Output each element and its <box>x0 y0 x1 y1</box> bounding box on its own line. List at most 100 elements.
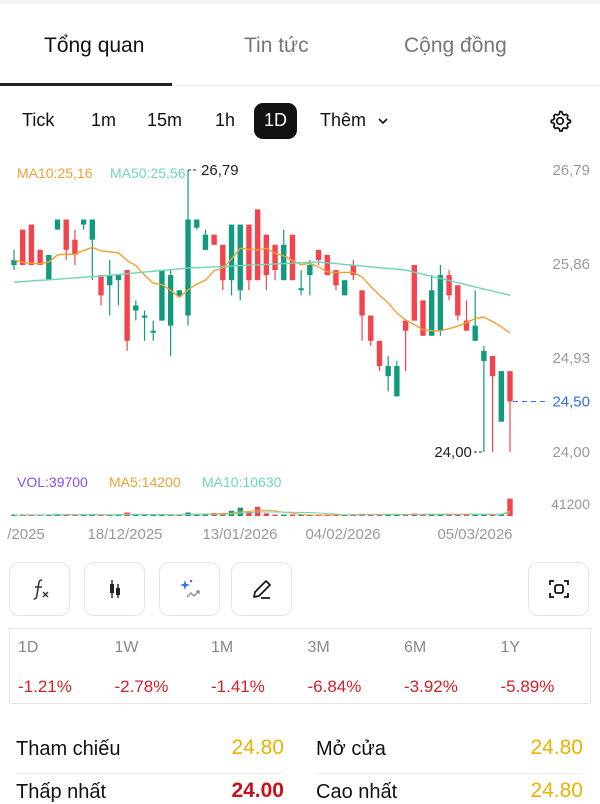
candle-body <box>394 366 400 397</box>
volume-bar <box>263 513 270 516</box>
more-label: Thêm <box>320 110 367 130</box>
x-tick-label: 05/03/2026 <box>437 526 512 543</box>
last-price-label: 24,50 <box>552 393 590 410</box>
candle-body <box>428 290 435 336</box>
candle-body <box>281 244 287 281</box>
interval-tick[interactable]: Tick <box>22 110 55 130</box>
candle-body <box>507 371 513 402</box>
candle-body <box>115 275 122 281</box>
interval-1m[interactable]: 1m <box>91 110 117 130</box>
candle-body <box>263 234 270 276</box>
x-tick-label: 04/02/2026 <box>305 526 380 543</box>
stat-value: 24.80 <box>530 779 583 802</box>
volume-bar <box>194 514 200 516</box>
period-change: -1.41% <box>211 677 265 696</box>
candle-body <box>324 254 330 276</box>
ma10-line <box>13 246 511 334</box>
tab-news[interactable]: Tin tức <box>244 34 309 57</box>
candle-body <box>489 355 496 377</box>
candle-body <box>246 224 252 281</box>
pencil-icon <box>252 580 271 599</box>
candle-body <box>176 290 183 297</box>
volume-bar <box>463 514 470 516</box>
candle-body <box>72 239 78 255</box>
candle-body <box>402 320 409 331</box>
volume-bar <box>446 514 452 516</box>
chart-type-button[interactable] <box>84 562 145 616</box>
candle-body <box>28 224 35 266</box>
interval-1h[interactable]: 1h <box>215 110 236 130</box>
indicator-button[interactable] <box>9 562 70 616</box>
candle-body <box>359 290 365 316</box>
x-tick-label: 18/12/2025 <box>87 526 162 543</box>
draw-button[interactable] <box>231 562 292 616</box>
candle-body <box>289 234 296 281</box>
interval-bar: Tick 1m 15m 1h 1D Thêm <box>0 103 600 139</box>
tab-community[interactable]: Cộng đồng <box>404 34 507 57</box>
candle-body <box>133 305 139 311</box>
stat-divider <box>316 773 583 774</box>
tab-overview[interactable]: Tổng quan <box>44 34 145 57</box>
interval-15m[interactable]: 15m <box>147 110 183 130</box>
candle-body <box>124 270 130 341</box>
stat-label: Tham chiếu <box>16 738 121 760</box>
volume-bar <box>246 512 252 516</box>
candle-body <box>46 254 52 281</box>
candle-body <box>315 249 322 260</box>
candle-body <box>254 209 261 281</box>
volume-bar <box>133 514 139 516</box>
candle-body <box>54 219 61 230</box>
price-chart[interactable]: 26,79 25,86 24,93 24,00 MA10:25,16 MA50:25,56… <box>0 150 600 550</box>
candlestick-icon <box>109 580 120 598</box>
x-tick-label: /2025 <box>7 526 45 543</box>
volume-bar <box>63 514 69 516</box>
y-tick-label: 25,86 <box>552 256 590 273</box>
active-tab-indicator <box>0 83 172 86</box>
volume-bar <box>220 514 226 516</box>
stat-value: 24.80 <box>231 736 284 759</box>
volume-bar <box>437 514 444 516</box>
candle-body <box>159 270 165 321</box>
candle-body <box>420 300 426 336</box>
candle-body <box>298 288 304 291</box>
stat-label: Cao nhất <box>316 781 398 803</box>
candle-body <box>194 219 200 228</box>
period-label: 1W <box>114 639 139 656</box>
candle-body <box>385 366 391 377</box>
candle-body <box>368 315 374 341</box>
ai-analysis-button[interactable] <box>159 562 220 616</box>
period-label: 1M <box>211 639 234 656</box>
candle-body <box>437 275 444 331</box>
interval-more[interactable]: Thêm <box>320 110 389 131</box>
candle-body <box>150 330 156 333</box>
stat-value: 24.80 <box>530 736 583 759</box>
candle-body <box>11 259 17 266</box>
volume-ma5-legend: MA5:14200 <box>109 474 181 490</box>
volume-bar <box>507 498 513 516</box>
chevron-down-icon <box>378 118 388 125</box>
candle-body <box>498 371 504 422</box>
stat-divider <box>16 773 284 774</box>
volume-bar <box>298 514 304 516</box>
stat-label: Thấp nhất <box>16 781 107 803</box>
candle-body <box>411 265 417 321</box>
fullscreen-button[interactable] <box>528 562 589 616</box>
candle-body <box>63 219 69 250</box>
top-divider <box>0 0 600 4</box>
candle-body <box>455 285 461 316</box>
volume-bar <box>472 514 478 516</box>
candle-body <box>211 234 217 245</box>
volume-bar <box>115 514 122 516</box>
volume-bar <box>141 514 148 516</box>
volume-bar <box>150 514 156 516</box>
candle-body <box>272 244 278 271</box>
candle-body <box>307 265 313 276</box>
volume-bar <box>254 506 261 516</box>
candle-body <box>376 340 383 367</box>
gear-icon[interactable] <box>548 109 572 133</box>
period-change: -6.84% <box>307 677 362 696</box>
ma10-legend: MA10:25,16 <box>17 165 93 181</box>
volume-bar <box>11 514 17 516</box>
fullscreen-icon <box>548 580 569 598</box>
interval-1d[interactable]: 1D <box>254 103 298 139</box>
